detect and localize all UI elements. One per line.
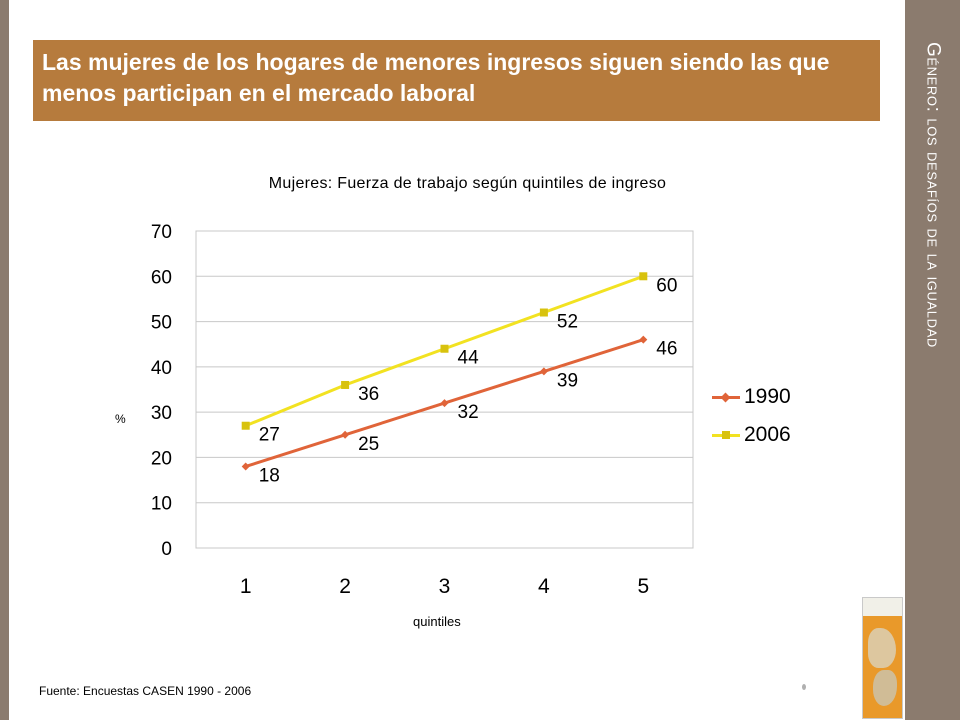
right-side-panel <box>905 0 960 720</box>
x-tick-label: 3 <box>439 575 451 598</box>
chart-title-container: Mujeres: Fuerza de trabajo según quintil… <box>0 175 905 193</box>
y-tick-label: 40 <box>151 358 172 379</box>
x-axis-label: quintiles <box>413 614 461 629</box>
y-tick-label: 30 <box>151 403 172 424</box>
x-tick-label: 1 <box>240 575 252 598</box>
data-point-2006 <box>639 272 648 281</box>
data-point-2006 <box>341 380 350 389</box>
slide-title: Las mujeres de los hogares de menores in… <box>42 49 830 106</box>
y-gridlines <box>195 230 694 549</box>
left-decor-strip <box>0 0 9 720</box>
source-note: Fuente: Encuestas CASEN 1990 - 2006 <box>39 684 252 698</box>
y-tick-label: 20 <box>151 448 172 469</box>
side-title: Género: los desafíos de la igualdad <box>922 42 944 348</box>
data-point-1990 <box>539 367 548 376</box>
legend-swatch-2006 <box>712 429 740 441</box>
legend-swatch-1990 <box>712 391 740 403</box>
data-label-2006: 44 <box>458 348 480 369</box>
x-tick-label: 2 <box>339 575 351 598</box>
data-point-1990 <box>341 430 350 439</box>
data-point-2006 <box>440 344 449 353</box>
y-tick-label: 50 <box>151 313 172 334</box>
decor-dot <box>802 684 806 690</box>
y-tick-labels: 0 10 20 30 40 50 60 70 <box>151 222 172 560</box>
legend-label-2006: 2006 <box>744 423 791 446</box>
data-label-2006: 36 <box>358 384 379 405</box>
data-label-1990: 39 <box>557 370 578 391</box>
series-lines: 18 25 32 39 46 27 36 44 52 60 <box>241 272 677 486</box>
data-label-2006: 60 <box>656 275 677 296</box>
data-label-1990: 25 <box>358 434 379 455</box>
side-title-container: Género: los desafíos de la igualdad <box>905 0 960 720</box>
chart-title: Mujeres: Fuerza de trabajo según quintil… <box>268 175 667 192</box>
x-tick-label: 4 <box>538 575 550 598</box>
line-chart: 0 10 20 30 40 50 60 70 1 2 3 4 5 18 25 32 39 46 27 36 44 52… <box>151 222 694 598</box>
data-label-2006: 52 <box>557 312 578 333</box>
x-tick-label: 5 <box>637 575 649 598</box>
y-tick-label: 60 <box>151 267 172 288</box>
chart-legend: 1990 2006 <box>712 378 791 454</box>
data-point-1990 <box>639 335 648 344</box>
legend-label-1990: 1990 <box>744 385 791 408</box>
data-point-2006 <box>539 308 548 317</box>
plot-frame <box>195 230 694 549</box>
data-point-1990 <box>241 462 250 471</box>
legend-item-1990: 1990 <box>712 378 791 416</box>
data-point-2006 <box>241 421 250 430</box>
y-tick-label: 10 <box>151 494 172 515</box>
y-tick-label: 0 <box>161 539 172 560</box>
data-label-2006: 27 <box>259 425 280 446</box>
legend-item-2006: 2006 <box>712 416 791 454</box>
data-point-1990 <box>440 399 449 408</box>
data-label-1990: 32 <box>458 402 479 423</box>
data-label-1990: 18 <box>259 465 280 486</box>
data-label-1990: 46 <box>656 339 677 360</box>
y-axis-label: % <box>115 412 126 426</box>
y-tick-label: 70 <box>151 222 172 243</box>
x-tick-labels: 1 2 3 4 5 <box>240 575 649 598</box>
report-cover-thumbnail <box>862 597 903 719</box>
slide-title-banner: Las mujeres de los hogares de menores in… <box>33 40 880 121</box>
